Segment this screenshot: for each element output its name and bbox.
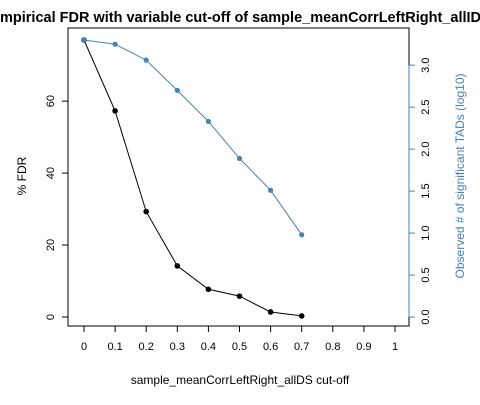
- y2-tick-label: 2.0: [420, 141, 432, 156]
- y-axis-label: % FDR: [15, 156, 29, 195]
- tads-point: [81, 37, 87, 43]
- tads-point: [268, 187, 274, 193]
- fdr-point: [236, 293, 243, 299]
- series-layer: [81, 37, 305, 319]
- left-y-axis: 0 20 40 60: [45, 95, 68, 320]
- fdr-point: [205, 286, 212, 293]
- x-tick-label: 0.9: [356, 341, 371, 353]
- tads-point: [205, 118, 211, 125]
- x-tick-label: 0.1: [107, 341, 122, 353]
- fdr-point: [143, 208, 149, 215]
- y-tick-label: 40: [45, 167, 57, 179]
- x-tick-label: 0.2: [139, 341, 154, 353]
- right-y-axis: 0.0 0.5 1.0 1.5 2.0 2.5 3.0: [408, 58, 432, 325]
- x-axis: 0 0.1 0.2 0.3 0.4 0.5 0.6 0.7 0.8 0.9 1: [81, 326, 398, 353]
- x-tick-label: 1: [392, 341, 398, 353]
- y2-tick-label: 0.0: [420, 309, 432, 324]
- tads-point: [174, 87, 180, 93]
- fdr-series-line: [83, 39, 302, 317]
- tads-point: [299, 232, 305, 238]
- tads-point: [236, 155, 243, 161]
- y-tick-label: 20: [45, 239, 57, 251]
- x-tick-label: 0.4: [201, 341, 216, 353]
- x-tick-label: 0.6: [263, 341, 278, 353]
- x-tick-label: 0.3: [170, 341, 185, 353]
- tads-point: [112, 41, 118, 47]
- y2-tick-label: 2.5: [420, 100, 432, 115]
- fdr-point: [112, 108, 118, 114]
- tads-series-line: [83, 39, 303, 235]
- fdr-point: [298, 313, 305, 319]
- y-tick-label: 60: [45, 95, 57, 107]
- y2-tick-label: 1.5: [420, 183, 432, 198]
- x-axis-label: sample_meanCorrLeftRight_allDS cut-off: [131, 373, 350, 387]
- y-tick-label: 0: [45, 314, 57, 320]
- chart-title: mpirical FDR with variable cut-off of sa…: [0, 10, 480, 26]
- x-tick-label: 0: [81, 341, 87, 353]
- x-tick-label: 0.5: [232, 341, 247, 353]
- y2-tick-label: 3.0: [420, 58, 432, 73]
- tads-point: [143, 57, 149, 63]
- x-tick-label: 0.7: [294, 341, 309, 353]
- x-tick-label: 0.8: [325, 341, 340, 353]
- y2-tick-label: 1.0: [420, 225, 432, 240]
- y2-tick-label: 0.5: [420, 267, 432, 282]
- y2-axis-label: Observed # of significant TADs (log10): [453, 74, 467, 279]
- fdr-point: [267, 309, 274, 315]
- plot-frame: [67, 27, 410, 327]
- fdr-point: [174, 263, 181, 269]
